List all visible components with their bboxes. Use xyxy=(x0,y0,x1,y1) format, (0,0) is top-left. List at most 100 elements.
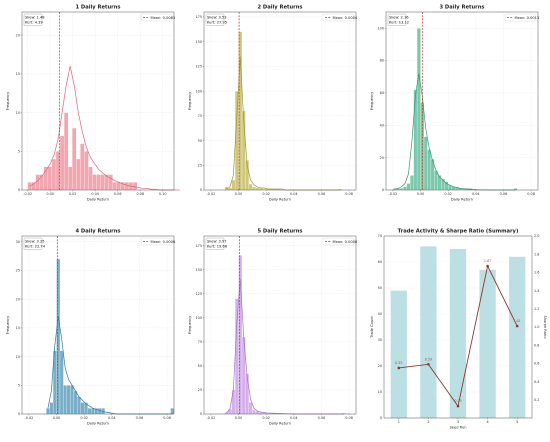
histogram-bar xyxy=(416,28,421,191)
trade-count-bar xyxy=(449,249,467,418)
x-tick-label: 0.08 xyxy=(163,416,171,420)
histogram-bar xyxy=(68,166,73,191)
histogram-bar xyxy=(92,174,97,191)
histogram-bar xyxy=(84,151,89,191)
x-tick-label: 0.00 xyxy=(417,192,425,196)
y-tick-label: 70 xyxy=(378,234,382,238)
returns-histogram-5: 5 Daily Returns -0.02 0.00 0.02 0.04 0.06 0.08… xyxy=(186,227,364,442)
legend-mean-label: Mean: 0.0013 xyxy=(515,16,540,20)
skew-label: Skew: 1.48 xyxy=(25,16,45,20)
histogram-bar xyxy=(238,255,243,415)
y-tick-label: 10 xyxy=(16,355,20,359)
chart-title: 5 Daily Returns xyxy=(258,229,303,235)
sharpe-point xyxy=(515,324,519,328)
y-axis-label: Frequency xyxy=(188,315,192,334)
y-axis-label: Frequency xyxy=(370,91,374,110)
chart-svg: 2 Daily Returns -0.02 0.00 0.02 0.04 0.06 0.08… xyxy=(188,5,358,202)
histogram-bar xyxy=(70,385,74,415)
y-tick-label: 150 xyxy=(196,40,202,44)
kde-line xyxy=(394,73,516,191)
histogram-bar xyxy=(100,174,105,191)
sharpe-point xyxy=(397,366,401,370)
histogram-bar xyxy=(59,135,65,191)
y-tick-label: 40 xyxy=(378,312,382,316)
sharpe-value-label: 1.01 xyxy=(514,319,521,323)
x-tick-label: -0.02 xyxy=(23,192,32,196)
y-tick-label: 0 xyxy=(18,188,20,192)
sharpe-value-label: 0.55 xyxy=(395,361,402,365)
histogram-bar xyxy=(124,182,130,191)
returns-histogram-1: 1 Daily Returns -0.02 0.00 0.02 0.04 0.06 0.08… xyxy=(4,3,182,218)
y-axis-label: Trade Count xyxy=(370,316,374,339)
y-tick-label: 10 xyxy=(378,390,382,394)
y2-tick-label: 2.0 xyxy=(534,234,539,238)
histogram-bar xyxy=(413,89,418,191)
kurt-label: Kurt: 13.12 xyxy=(389,21,409,25)
y-tick-label: 25 xyxy=(198,163,202,167)
y-tick-label: 60 xyxy=(380,91,384,95)
histogram-bar xyxy=(63,112,69,191)
y-tick-label: 100 xyxy=(196,89,202,93)
histogram-bar xyxy=(90,408,95,415)
histogram-bar xyxy=(72,127,77,191)
returns-histogram-3: 3 Daily Returns -0.02 0.00 0.02 0.04 0.06 0.08… xyxy=(368,3,546,218)
legend-box xyxy=(322,237,355,246)
x-tick-label: 0.02 xyxy=(444,192,452,196)
x-tick-label: 0.02 xyxy=(80,416,88,420)
stats-box-frame xyxy=(205,237,225,250)
histogram-bar xyxy=(88,166,93,191)
y-tick-label: 25 xyxy=(16,269,20,273)
kde-line xyxy=(29,66,180,191)
y-axis-label: Frequency xyxy=(6,91,10,110)
x-tick-label: -0.02 xyxy=(389,192,398,196)
histogram-bar xyxy=(252,186,256,191)
y-axis-label: Frequency xyxy=(188,91,192,110)
trade-count-bar xyxy=(420,246,437,418)
x-tick-label: 0.06 xyxy=(136,416,144,420)
y-tick-label: 25 xyxy=(198,388,202,392)
stats-box-frame xyxy=(205,13,225,26)
x-tick-label: 0.06 xyxy=(318,416,326,420)
y-tick-label: 0 xyxy=(200,412,202,416)
chart-title: 4 Daily Returns xyxy=(76,229,121,235)
y-tick-label: 175 xyxy=(196,15,202,19)
x-tick-label: 0.08 xyxy=(527,192,535,196)
x-tick-label: 0.02 xyxy=(262,192,270,196)
histogram-bar xyxy=(80,143,85,191)
legend: Mean: 0.0004 xyxy=(322,13,358,22)
histogram-bar xyxy=(248,183,253,191)
legend: Mean: 0.0013 xyxy=(504,13,540,22)
y-tick-label: 75 xyxy=(198,114,202,118)
y2-tick-label: 0.8 xyxy=(534,343,539,347)
x-tick-label: 0.10 xyxy=(159,192,167,196)
legend-box xyxy=(504,13,537,22)
histogram-bar xyxy=(437,175,442,191)
x-tick-label: 0.02 xyxy=(69,192,77,196)
legend: Mean: 0.0083 xyxy=(140,13,175,22)
y-tick-label: 20 xyxy=(378,364,382,368)
y-tick-label: 0 xyxy=(382,188,384,192)
histogram-bar xyxy=(66,385,71,415)
x-tick-label: 0.02 xyxy=(262,416,270,420)
sharpe-point xyxy=(486,264,489,268)
y2-tick-label: 1.4 xyxy=(534,289,539,293)
plot-frame xyxy=(21,235,175,415)
histogram-bar xyxy=(231,389,236,415)
x-tick-label: 2 xyxy=(427,420,429,424)
y-tick-label: 40 xyxy=(380,123,384,127)
x-tick-label: 0.00 xyxy=(235,192,243,196)
legend-box xyxy=(140,237,173,246)
x-tick-label: 4 xyxy=(487,420,489,424)
y-tick-label: 0 xyxy=(18,412,20,416)
x-tick-label: 0.04 xyxy=(108,416,116,420)
y-tick-label: 5 xyxy=(18,150,20,154)
stats-box-frame xyxy=(387,13,407,26)
stats-box-frame xyxy=(23,237,43,250)
skew-label: Skew: 3.25 xyxy=(25,240,45,244)
y-tick-label: 20 xyxy=(16,33,20,37)
histogram-bar xyxy=(248,402,253,415)
sharpe-value-label: 1.67 xyxy=(484,259,491,263)
histogram-bar xyxy=(80,402,85,415)
histogram-bar xyxy=(403,186,407,191)
